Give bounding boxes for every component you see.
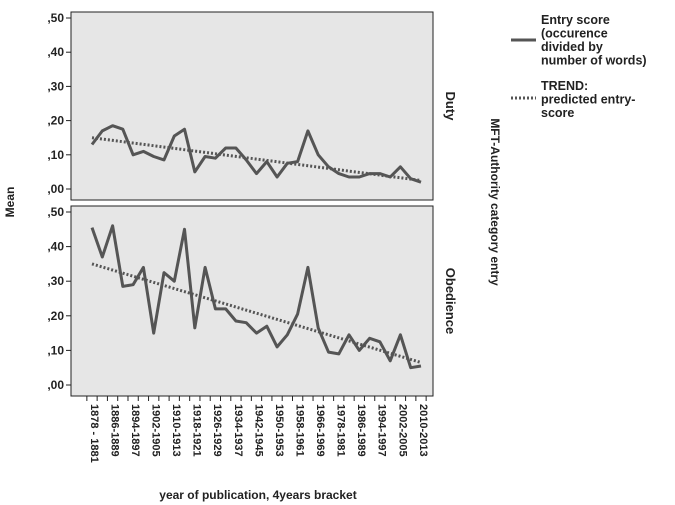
x-tick-label: 1942-1945 — [252, 404, 264, 457]
panel-label-obedience: Obedience — [443, 268, 458, 334]
y-tick-label: ,40 — [47, 45, 64, 59]
entry-score-line — [90, 224, 422, 370]
panel-duty: ,00 ,10 ,20 ,30 ,40 ,50 Duty — [47, 11, 458, 201]
y-tick-label: ,20 — [47, 309, 64, 323]
x-tick-label: 1918-1921 — [191, 404, 203, 457]
y-tick-label: ,10 — [47, 343, 64, 357]
x-tick-label: 1978-1981 — [335, 404, 347, 457]
y-tick-label: ,10 — [47, 148, 64, 162]
x-tick-label: 2010-2013 — [417, 404, 429, 457]
y-tick-label: ,20 — [47, 114, 64, 128]
facet-title: MFT-Authority category entry — [488, 118, 502, 286]
y-tick-label: ,50 — [47, 205, 64, 219]
y-tick-label: ,40 — [47, 240, 64, 254]
legend: Entry score (occurence divided by number… — [511, 13, 647, 120]
x-tick-label: 1910-1913 — [170, 404, 182, 457]
x-axis: 1878 - 1881 1886-1889 1894-1897 1902-1905 19… — [86, 396, 429, 463]
y-axis-title: Mean — [3, 187, 17, 218]
x-tick-label: 1934-1937 — [232, 404, 244, 457]
x-tick-label: 1966-1969 — [314, 404, 326, 457]
y-tick-label: ,00 — [47, 182, 64, 196]
x-tick-label: 2002-2005 — [396, 404, 408, 457]
panel-label-duty: Duty — [443, 92, 458, 122]
x-tick-label: 1950-1953 — [273, 404, 285, 457]
x-tick-label: 1894-1897 — [129, 404, 141, 457]
x-tick-label: 1926-1929 — [211, 404, 223, 457]
panel-background — [70, 11, 434, 201]
x-tick-label: 1994-1997 — [376, 404, 388, 457]
y-tick-label: ,50 — [47, 11, 64, 25]
x-axis-title: year of publication, 4years bracket — [159, 488, 356, 502]
entry-score-line — [90, 124, 422, 184]
panel-obedience: ,00 ,10 ,20 ,30 ,40 ,50 Obedience — [47, 205, 458, 397]
panels: ,00 ,10 ,20 ,30 ,40 ,50 Duty ,00 ,10 ,20 ,30 ,40 ,50… — [47, 11, 458, 397]
y-tick-label: ,00 — [47, 378, 64, 392]
y-tick-label: ,30 — [47, 79, 64, 93]
x-tick-label: 1902-1905 — [150, 404, 162, 457]
x-tick-label: 1986-1989 — [355, 404, 367, 457]
panel-background — [70, 205, 434, 397]
legend-entry-score-label: Entry score (occurence divided by number… — [541, 13, 647, 68]
x-tick-label: 1878 - 1881 — [88, 404, 100, 463]
x-tick-label: 1886-1889 — [108, 404, 120, 457]
y-tick-label: ,30 — [47, 274, 64, 288]
legend-trend-label: TREND: predicted entry- score — [541, 79, 639, 120]
x-tick-label: 1958-1961 — [293, 404, 305, 457]
